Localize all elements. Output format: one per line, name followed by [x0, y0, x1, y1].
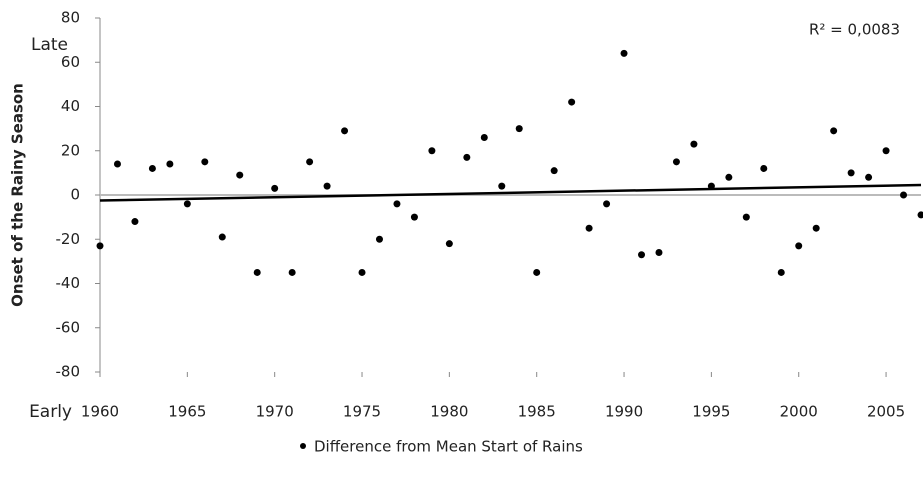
point — [166, 160, 174, 168]
point — [900, 191, 908, 199]
y-tick-label: -80 — [56, 363, 81, 381]
y-tick-label: -60 — [56, 318, 81, 336]
x-tick-label: 1990 — [605, 403, 643, 421]
point — [323, 182, 331, 190]
point — [341, 127, 349, 135]
point — [375, 235, 383, 243]
point — [131, 218, 139, 226]
legend-label: Difference from Mean Start of Rains — [314, 438, 583, 456]
early-label: Early — [29, 402, 72, 422]
point — [236, 171, 244, 179]
x-tick-label: 1985 — [518, 403, 556, 421]
point — [725, 173, 733, 181]
point — [463, 153, 471, 161]
point — [498, 182, 506, 190]
y-tick-label: 60 — [61, 53, 80, 71]
y-tick-label: 0 — [70, 186, 80, 204]
point — [533, 268, 541, 276]
point — [620, 49, 628, 57]
x-tick-label: 2005 — [867, 403, 905, 421]
point — [760, 164, 768, 172]
point — [306, 158, 314, 166]
point — [568, 98, 576, 106]
point — [812, 224, 820, 232]
point — [96, 242, 104, 250]
point — [288, 268, 296, 276]
point — [410, 213, 418, 221]
point — [777, 268, 785, 276]
point — [882, 147, 890, 155]
point — [113, 160, 121, 168]
trendline — [99, 183, 922, 202]
y-axis-label: Onset of the Rainy Season — [9, 83, 27, 307]
point — [672, 158, 680, 166]
point — [690, 140, 698, 148]
point — [358, 268, 366, 276]
point — [638, 251, 646, 259]
point — [480, 133, 488, 141]
point — [707, 182, 715, 190]
x-tick-label: 1975 — [343, 403, 381, 421]
point — [585, 224, 593, 232]
point — [550, 167, 558, 175]
point — [655, 249, 663, 257]
x-tick-label: 1960 — [81, 403, 119, 421]
y-tick-label: -20 — [56, 230, 81, 248]
point — [795, 242, 803, 250]
x-tick-label: 1980 — [430, 403, 468, 421]
point — [271, 184, 279, 192]
point — [865, 173, 873, 181]
point — [742, 213, 750, 221]
point — [253, 268, 261, 276]
point — [148, 164, 156, 172]
point — [183, 200, 191, 208]
x-tick-label: 1970 — [256, 403, 294, 421]
point — [393, 200, 401, 208]
point — [830, 127, 838, 135]
point — [428, 147, 436, 155]
legend-marker — [300, 443, 306, 449]
late-label: Late — [31, 35, 68, 55]
point — [445, 240, 453, 248]
y-tick-label: 40 — [61, 97, 80, 115]
point — [515, 125, 523, 133]
y-tick-label: 20 — [61, 141, 80, 159]
point — [917, 211, 923, 219]
point — [847, 169, 855, 177]
x-tick-label: 2000 — [780, 403, 818, 421]
point — [603, 200, 611, 208]
point — [201, 158, 209, 166]
x-tick-label: 1965 — [168, 403, 206, 421]
x-tick-label: 1995 — [692, 403, 730, 421]
y-tick-label: 80 — [61, 9, 80, 27]
point — [218, 233, 226, 241]
annotation: R² = 0,0083 — [809, 21, 900, 39]
y-tick-label: -40 — [56, 274, 81, 292]
